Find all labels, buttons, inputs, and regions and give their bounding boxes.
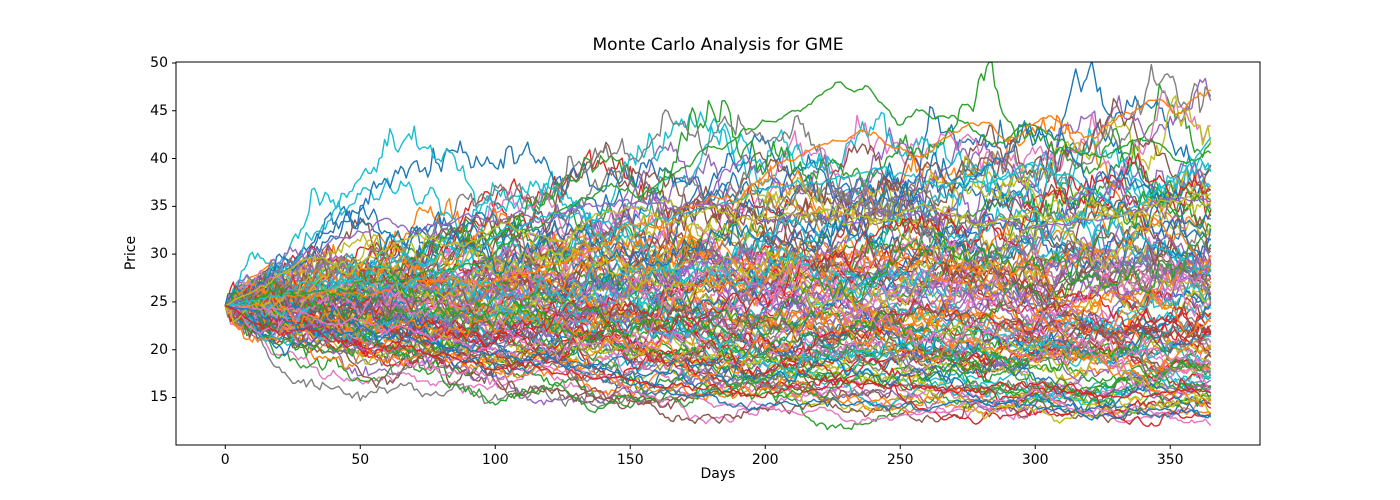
x-tick-label: 50 — [351, 452, 370, 468]
y-tick-label: 50 — [150, 54, 168, 71]
x-tick-label: 0 — [220, 452, 230, 468]
y-tick-label: 25 — [150, 293, 168, 310]
x-tick-label: 300 — [1021, 452, 1049, 468]
y-tick-label: 45 — [150, 102, 168, 119]
y-tick-label: 15 — [150, 389, 168, 406]
x-tick-label: 250 — [886, 452, 914, 468]
y-tick-label: 35 — [150, 198, 168, 215]
y-tick-label: 30 — [150, 246, 168, 263]
chart-title: Monte Carlo Analysis for GME — [592, 35, 844, 55]
x-tick-label: 150 — [616, 452, 644, 468]
x-tick-label: 100 — [481, 452, 509, 468]
x-tick-label: 350 — [1156, 452, 1184, 468]
y-tick-label: 40 — [150, 150, 168, 167]
x-axis-label: Days — [700, 466, 736, 482]
y-axis-label: Price — [123, 235, 139, 271]
y-tick-label: 20 — [150, 341, 168, 358]
x-tick-label: 200 — [751, 452, 779, 468]
